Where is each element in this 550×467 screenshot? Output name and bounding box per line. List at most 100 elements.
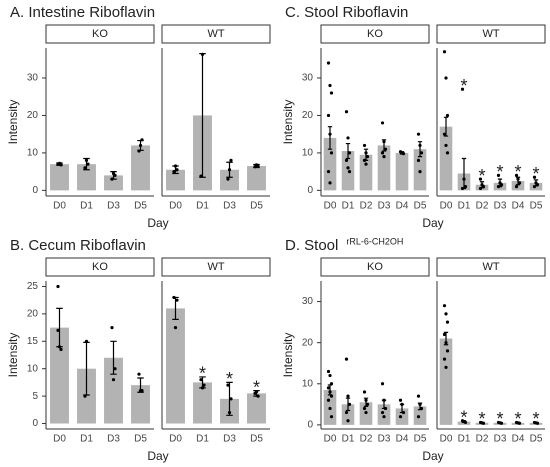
data-point [172,170,176,174]
bar [511,181,525,191]
error-bar [443,116,449,137]
bar [104,175,123,191]
data-point [445,151,450,155]
data-point [346,136,350,140]
data-point [362,143,367,148]
y-tick-label: 0 [32,185,38,196]
panel-subtitle: rRL-6-CH2OH [346,236,403,246]
bar [104,357,123,424]
data-point [326,61,331,65]
data-point [137,149,141,153]
y-axis-label: Intensity [6,100,20,145]
data-point [229,158,233,163]
data-point [445,320,450,324]
x-tick-label: D1 [458,201,471,212]
x-tick-label: D0 [53,434,66,445]
facet-strip [436,257,546,277]
data-point [365,402,370,406]
significance-marker: * [514,409,521,429]
x-tick-label: D0 [440,434,453,445]
x-tick-label: D3 [107,434,120,445]
data-point [499,421,504,425]
data-point [442,132,447,136]
bar [131,385,150,424]
x-tick-label: D2 [476,201,489,212]
data-point [380,151,385,155]
data-point [383,147,388,151]
x-tick-label: D5 [134,434,147,445]
data-point [419,151,424,155]
data-point [416,394,421,398]
data-point [463,420,468,425]
bar [166,308,185,424]
data-point [226,383,230,387]
bar [247,393,266,424]
bar [439,126,453,191]
x-tick-label: D0 [53,201,66,212]
data-point [496,185,501,189]
data-point [442,304,447,308]
data-point [254,390,259,394]
data-point [380,410,385,415]
x-tick-label: D4 [512,201,525,212]
x-tick-label: D4 [396,434,409,445]
data-point [462,177,466,181]
x-tick-label: D0 [169,434,182,445]
facet-label: KO [367,28,383,40]
data-point [229,397,233,401]
data-point [398,415,403,419]
bar [131,145,150,191]
data-point [326,369,331,374]
y-axis-label: Intensity [6,333,20,378]
data-point [326,398,331,402]
data-point [110,325,114,330]
data-point [57,345,62,349]
data-point [478,186,483,191]
bar [413,149,427,191]
x-tick-label: D0 [324,201,337,212]
bar [50,327,69,424]
data-point [329,382,334,386]
bar [377,404,391,425]
data-point [226,177,230,181]
x-tick-label: D2 [360,434,373,445]
x-tick-label: D2 [476,434,489,445]
bar [341,404,355,425]
data-point [517,421,522,425]
data-point [326,170,331,174]
data-point [326,113,331,118]
error-bar [345,142,351,160]
data-point [416,415,421,419]
data-point [496,173,501,177]
y-tick-label: 10 [27,363,39,374]
y-tick-label: 0 [307,185,313,196]
data-point [140,389,144,393]
data-point [346,419,350,423]
data-point [401,152,406,156]
data-point [535,183,540,187]
data-point [346,166,350,170]
x-axis-label: Day [147,216,168,230]
significance-marker: * [460,76,467,96]
bar [77,164,96,191]
x-tick-label: D5 [530,434,543,445]
y-tick-label: 0 [307,420,313,431]
facet-label: KO [92,261,108,273]
significance-marker: * [496,162,503,182]
data-point [328,390,332,394]
data-point [382,140,386,144]
facet-strip [320,24,430,44]
data-point [328,406,332,411]
data-point [56,328,60,332]
data-point [382,415,386,419]
data-point [418,143,422,148]
significance-marker: * [496,409,503,429]
facet-label: KO [367,261,383,273]
data-point [328,181,332,185]
x-tick-label: D3 [107,201,120,212]
y-tick-label: 20 [27,110,39,121]
bar [395,152,409,191]
bar [377,145,391,191]
data-point [362,406,367,411]
